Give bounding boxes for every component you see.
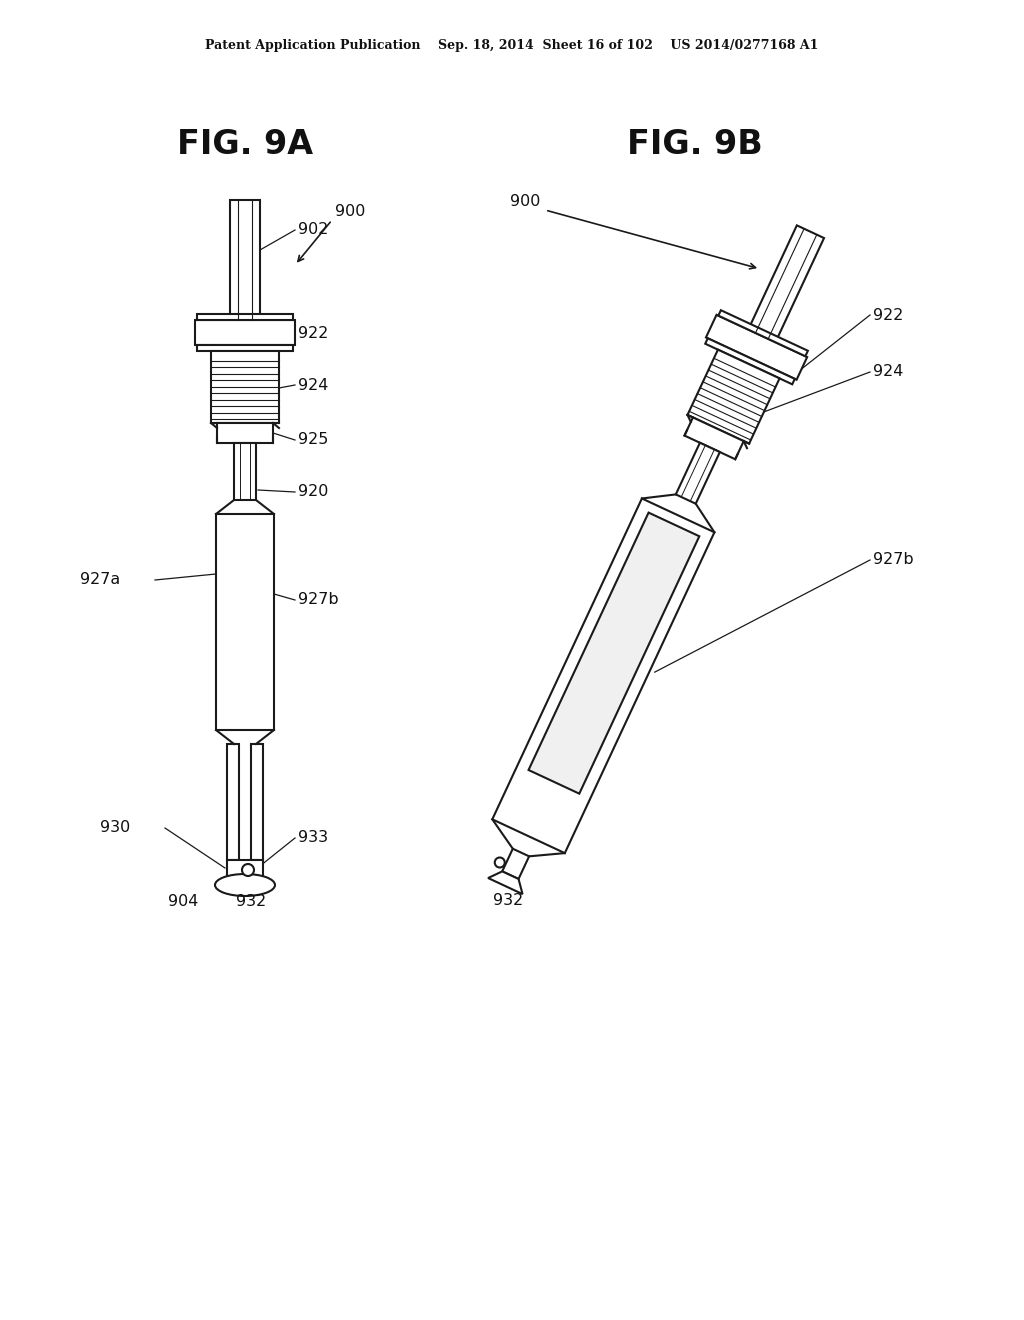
Bar (216, 513, 274, 730)
Bar (217, 422, 273, 444)
Bar (227, 744, 239, 861)
Polygon shape (706, 338, 795, 384)
Text: 920: 920 (298, 484, 329, 499)
Text: 900: 900 (335, 205, 366, 219)
Polygon shape (493, 499, 715, 853)
Polygon shape (719, 310, 808, 356)
Text: 930: 930 (100, 821, 130, 836)
Ellipse shape (215, 874, 275, 896)
Text: Patent Application Publication    Sep. 18, 2014  Sheet 16 of 102    US 2014/0277: Patent Application Publication Sep. 18, … (206, 38, 818, 51)
Text: 933: 933 (298, 830, 328, 846)
Circle shape (495, 858, 505, 867)
Text: 927b: 927b (298, 593, 339, 607)
Polygon shape (502, 849, 529, 879)
Bar (197, 345, 293, 351)
Text: 904: 904 (168, 895, 199, 909)
Polygon shape (684, 417, 743, 459)
Text: 925: 925 (298, 433, 329, 447)
Text: 932: 932 (493, 894, 522, 908)
Polygon shape (687, 350, 779, 444)
Polygon shape (749, 226, 824, 342)
Polygon shape (706, 314, 807, 380)
Bar (230, 201, 260, 319)
Text: FIG. 9B: FIG. 9B (627, 128, 763, 161)
Text: 902: 902 (298, 223, 329, 238)
Text: 924: 924 (298, 378, 329, 392)
Circle shape (242, 865, 254, 876)
Bar (197, 314, 293, 319)
Bar (211, 351, 279, 422)
Bar (251, 744, 263, 861)
Text: 922: 922 (873, 308, 903, 322)
Bar (195, 319, 295, 345)
Bar (234, 444, 256, 500)
Text: 927a: 927a (80, 573, 120, 587)
Polygon shape (488, 871, 522, 894)
Text: 924: 924 (873, 364, 903, 380)
Polygon shape (676, 442, 720, 504)
Text: 927b: 927b (873, 553, 913, 568)
Text: 922: 922 (298, 326, 329, 341)
Bar (227, 861, 263, 880)
Text: FIG. 9A: FIG. 9A (177, 128, 313, 161)
Polygon shape (528, 512, 699, 793)
Text: 900: 900 (510, 194, 541, 210)
Text: 932: 932 (236, 895, 266, 909)
